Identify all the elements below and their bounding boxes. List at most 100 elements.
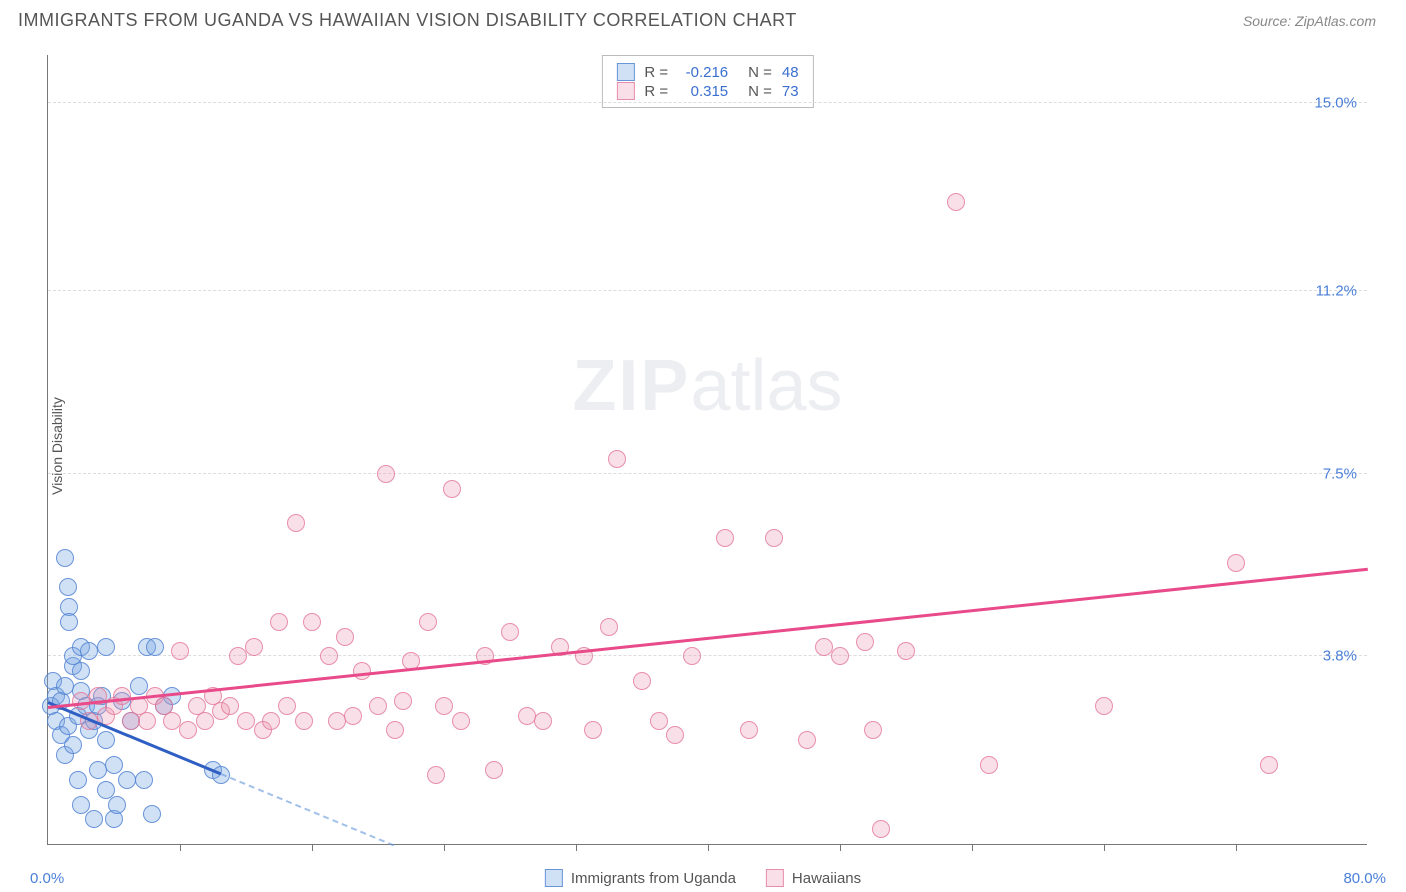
data-point — [113, 687, 131, 705]
data-point — [501, 623, 519, 641]
legend-item: Immigrants from Uganda — [545, 869, 736, 887]
data-point — [815, 638, 833, 656]
data-point — [1095, 697, 1113, 715]
stats-r-value: -0.216 — [678, 64, 728, 81]
data-point — [584, 721, 602, 739]
x-tick — [1104, 844, 1105, 851]
data-point — [716, 529, 734, 547]
data-point — [97, 731, 115, 749]
data-point — [89, 761, 107, 779]
data-point — [56, 549, 74, 567]
y-tick-label: 3.8% — [1323, 648, 1357, 665]
chart-title: IMMIGRANTS FROM UGANDA VS HAWAIIAN VISIO… — [18, 10, 797, 31]
data-point — [518, 707, 536, 725]
data-point — [105, 756, 123, 774]
data-point — [135, 771, 153, 789]
stats-n-value: 73 — [782, 83, 799, 100]
data-point — [394, 692, 412, 710]
data-point — [80, 642, 98, 660]
y-tick-label: 7.5% — [1323, 465, 1357, 482]
data-point — [344, 707, 362, 725]
data-point — [353, 662, 371, 680]
data-point — [179, 721, 197, 739]
data-point — [980, 756, 998, 774]
stats-n-value: 48 — [782, 64, 799, 81]
data-point — [72, 662, 90, 680]
data-point — [864, 721, 882, 739]
data-point — [262, 712, 280, 730]
stats-r-value: 0.315 — [678, 83, 728, 100]
data-point — [146, 638, 164, 656]
data-point — [59, 578, 77, 596]
x-tick — [708, 844, 709, 851]
data-point — [196, 712, 214, 730]
data-point — [270, 613, 288, 631]
data-point — [336, 628, 354, 646]
data-point — [85, 810, 103, 828]
legend-label: Immigrants from Uganda — [571, 870, 736, 887]
legend-swatch — [616, 63, 634, 81]
data-point — [427, 766, 445, 784]
data-point — [171, 642, 189, 660]
data-point — [1227, 554, 1245, 572]
data-point — [221, 697, 239, 715]
data-point — [143, 805, 161, 823]
stats-row: R =0.315N =73 — [616, 82, 798, 100]
data-point — [386, 721, 404, 739]
data-point — [419, 613, 437, 631]
gridline-horizontal — [48, 290, 1367, 291]
x-tick — [444, 844, 445, 851]
data-point — [108, 796, 126, 814]
data-point — [650, 712, 668, 730]
y-tick-label: 11.2% — [1316, 283, 1357, 300]
data-point — [64, 736, 82, 754]
x-axis-min-label: 0.0% — [30, 870, 64, 887]
x-tick — [576, 844, 577, 851]
x-tick — [180, 844, 181, 851]
data-point — [97, 638, 115, 656]
data-point — [872, 820, 890, 838]
data-point — [485, 761, 503, 779]
stats-row: R = -0.216 N = 48 — [616, 63, 798, 81]
data-point — [798, 731, 816, 749]
y-tick-label: 15.0% — [1314, 95, 1357, 112]
data-point — [856, 633, 874, 651]
trend-line — [221, 773, 395, 846]
legend-item: Hawaiians — [766, 869, 861, 887]
stats-r-label: R = — [644, 83, 668, 100]
data-point — [1260, 756, 1278, 774]
gridline-horizontal — [48, 473, 1367, 474]
data-point — [443, 480, 461, 498]
chart-plot-area: ZIPatlas R =-0.216N =48R =0.315N =73 3.8… — [47, 55, 1367, 845]
data-point — [452, 712, 470, 730]
data-point — [377, 465, 395, 483]
data-point — [666, 726, 684, 744]
trend-line — [48, 567, 1368, 708]
x-tick — [840, 844, 841, 851]
data-point — [130, 677, 148, 695]
data-point — [765, 529, 783, 547]
data-point — [56, 677, 74, 695]
data-point — [633, 672, 651, 690]
bottom-legend: Immigrants from Uganda Hawaiians — [545, 869, 861, 887]
stats-n-label: N = — [748, 64, 772, 81]
data-point — [60, 613, 78, 631]
stats-r-label: R = — [644, 64, 668, 81]
data-point — [947, 193, 965, 211]
data-point — [163, 712, 181, 730]
x-tick — [312, 844, 313, 851]
stats-legend-box: R =-0.216N =48R =0.315N =73 — [601, 55, 813, 108]
data-point — [72, 796, 90, 814]
data-point — [287, 514, 305, 532]
data-point — [237, 712, 255, 730]
data-point — [328, 712, 346, 730]
data-point — [600, 618, 618, 636]
data-point — [295, 712, 313, 730]
legend-swatch — [545, 869, 563, 887]
legend-swatch — [766, 869, 784, 887]
data-point — [245, 638, 263, 656]
legend-label: Hawaiians — [792, 870, 861, 887]
watermark: ZIPatlas — [572, 345, 842, 427]
x-axis-max-label: 80.0% — [1343, 870, 1386, 887]
gridline-horizontal — [48, 102, 1367, 103]
